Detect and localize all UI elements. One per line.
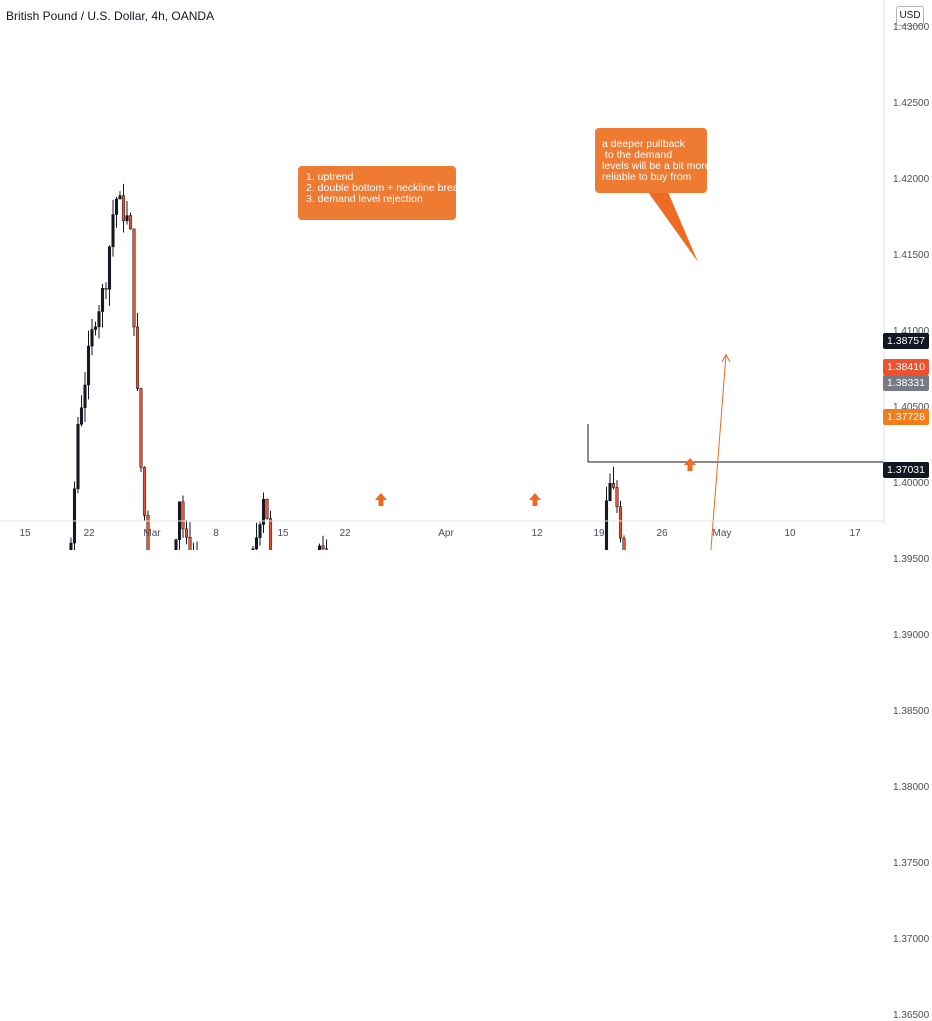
price-tick-label: 1.36500 [893,1010,930,1021]
candle [104,282,108,300]
projection-line [710,354,727,550]
candle [111,199,115,257]
candle [72,481,77,550]
price-tag: 1.38410 [883,359,929,375]
price-tick-label: 1.39000 [893,630,930,641]
price-tag: 1.38757 [883,333,929,349]
time-tick-label: 8 [213,528,219,539]
candle [135,312,140,391]
price-tick-label: 1.43000 [893,22,930,33]
up-arrow-icon [684,458,696,471]
price-tick-label: 1.39500 [893,554,930,565]
candle [611,466,616,490]
price-tick-label: 1.42500 [893,98,930,109]
candle [139,387,143,473]
candle [174,538,178,550]
candle [128,212,133,230]
time-tick-label: 19 [593,528,605,539]
price-tag: 1.37728 [883,409,929,425]
arrows-layer [375,458,696,506]
price-chart[interactable] [0,0,932,550]
price-tag: 1.38331 [883,375,929,391]
candle [196,541,198,550]
candle [181,495,185,538]
time-tick-label: 26 [656,528,668,539]
candle [261,492,266,534]
time-tick-label: 12 [531,528,543,539]
candle [86,330,91,400]
price-tick-label: 1.37500 [893,858,930,869]
price-tick-label: 1.41000 [893,326,930,337]
time-tick-label: 22 [83,528,95,539]
candle [114,196,119,228]
currency-button[interactable]: USD [896,6,924,26]
price-tick-label: 1.38500 [893,706,930,717]
time-tick-label: 17 [849,528,861,539]
price-tick-label: 1.40000 [893,478,930,489]
candle [317,543,322,550]
candle [622,535,626,550]
time-tick-label: 22 [339,528,351,539]
price-tick-label: 1.41500 [893,250,930,261]
time-tick-label: 10 [784,528,796,539]
candle [142,466,147,522]
time-tick-label: May [712,528,732,539]
annotation-note-1: 1. uptrend 2. double bottom + neckline b… [298,166,464,220]
candle [69,537,73,550]
candle [193,542,194,550]
candle [118,191,122,200]
candle [251,545,255,550]
price-tag: 1.37031 [883,462,929,478]
candle [121,183,126,233]
candle [321,535,325,550]
time-tick-label: 15 [277,528,289,539]
up-arrow-icon [529,493,541,506]
candle [188,522,192,550]
candle [615,480,619,514]
candles-layer [69,183,626,550]
candle [608,473,612,502]
chart-title: British Pound / U.S. Dollar, 4h, OANDA [6,9,215,23]
projection-arrowhead [721,353,731,363]
price-tick-label: 1.37000 [893,934,930,945]
candle [132,228,136,336]
candle [107,245,112,306]
price-tick-label: 1.40500 [893,402,930,413]
candle [100,283,105,328]
annotation-note-2: a deeper pullback to the demand levels w… [595,128,711,193]
candle [146,510,150,550]
up-arrow-icon [375,493,387,506]
callout-pointer [648,192,698,262]
demand-levels [587,424,884,463]
time-tick-label: 15 [19,528,31,539]
candle [268,510,273,550]
candle [618,500,623,543]
candle [93,321,98,336]
candle [97,304,101,339]
candle [90,318,94,356]
time-tick-label: Mar [143,528,161,539]
candle [604,486,609,550]
price-tick-label: 1.38000 [893,782,930,793]
candle [79,395,84,427]
candle [324,539,329,550]
candle [184,520,189,545]
candle [76,417,80,494]
candle [254,522,259,550]
candle [177,501,182,550]
time-tick-label: Apr [438,528,454,539]
price-tick-label: 1.42000 [893,174,930,185]
projection-path [648,192,731,550]
candle [83,372,87,423]
candle [265,498,269,520]
candle [125,201,129,225]
candle [258,521,262,546]
